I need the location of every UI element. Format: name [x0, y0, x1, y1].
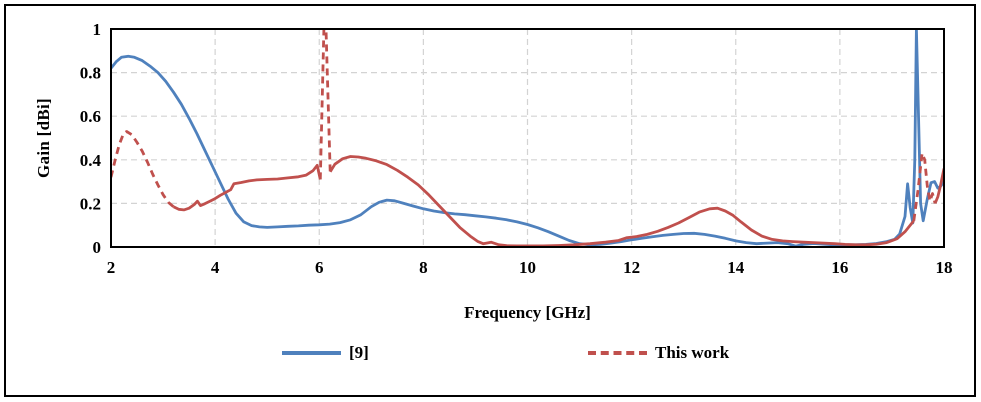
- series-line-1: [329, 155, 915, 248]
- x-tick-label: 12: [623, 258, 640, 277]
- x-tick-label: 2: [107, 258, 116, 277]
- x-tick-label: 8: [419, 258, 428, 277]
- legend-label-ref9: [9]: [349, 343, 369, 362]
- legend-item-ref9: [9]: [282, 343, 369, 363]
- x-tick-label: 14: [727, 258, 745, 277]
- x-tick-label: 16: [831, 258, 848, 277]
- y-tick-label: 0.4: [80, 151, 102, 170]
- y-tick-label: 0.2: [80, 194, 101, 213]
- x-tick-label: 10: [519, 258, 536, 277]
- series-line-1: [318, 28, 332, 180]
- plot-border: [110, 28, 945, 248]
- x-axis-title: Frequency [GHz]: [464, 303, 591, 322]
- legend-item-this-work: This work: [588, 343, 729, 363]
- y-axis-title: Gain [dBi]: [34, 98, 53, 178]
- y-tick-label: 0.6: [80, 107, 101, 126]
- x-tick-label: 18: [936, 258, 953, 277]
- series-line-1: [172, 163, 322, 212]
- x-tick-label: 4: [211, 258, 220, 277]
- y-tick-label: 0.8: [80, 64, 101, 83]
- series-line-1: [912, 151, 937, 221]
- legend-dashed-line-swatch: [588, 351, 647, 355]
- y-tick-label: 1: [93, 20, 102, 39]
- x-tick-label: 6: [315, 258, 324, 277]
- legend-solid-line-swatch: [282, 351, 341, 355]
- series-line-1: [933, 168, 945, 204]
- legend-label-this-work: This work: [655, 343, 730, 362]
- series-line-1: [110, 130, 175, 208]
- y-tick-label: 0: [93, 238, 102, 257]
